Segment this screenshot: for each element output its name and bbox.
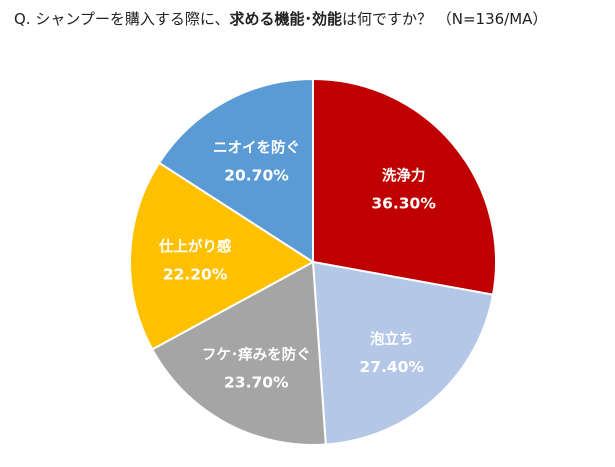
slice-label-3: 仕上がり感: [158, 238, 232, 256]
chart-title-emphasis: 求める機能･効能: [229, 10, 342, 28]
slice-label-2: フケ･痒みを防ぐ: [202, 346, 311, 364]
chart-title-suffix: は何ですか？ （N=136/MA）: [341, 10, 548, 28]
chart-title: Q. シャンプーを購入する際に、求める機能･効能は何ですか？ （N=136/MA…: [14, 8, 609, 29]
slice-value-4: 20.70%: [224, 166, 289, 184]
pie-slice-4: [157, 77, 314, 264]
slice-label-0: 洗浄力: [382, 166, 426, 184]
pie-slice-0: [312, 77, 498, 296]
pie-slice-3: [129, 161, 315, 351]
slice-value-2: 23.70%: [224, 374, 289, 392]
slice-label-1: 泡立ち: [370, 330, 414, 348]
pie-slice-2: [150, 260, 327, 446]
slice-value-1: 27.40%: [359, 358, 424, 376]
chart-title-prefix: Q. シャンプーを購入する際に、: [14, 10, 230, 28]
slice-value-0: 36.30%: [371, 194, 436, 212]
slice-label-4: ニオイを防ぐ: [213, 138, 300, 156]
pie-slice-1: [311, 260, 495, 446]
slice-value-3: 22.20%: [163, 266, 228, 284]
